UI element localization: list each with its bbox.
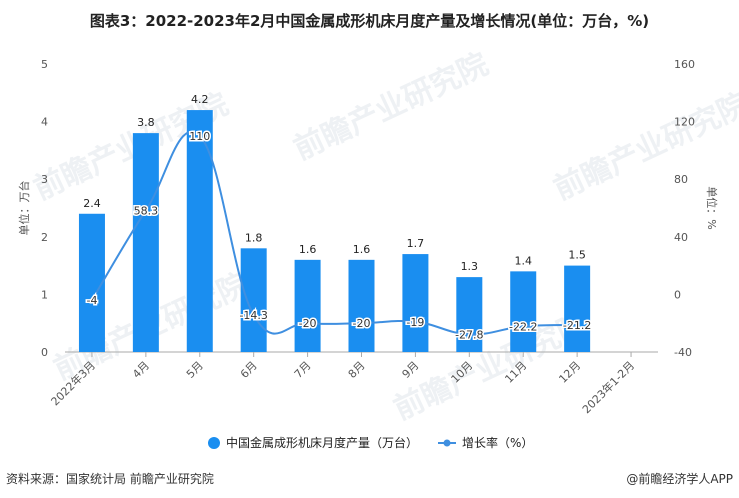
y-left-tick: 0 — [41, 346, 48, 359]
bar-data-label: 3.8 — [137, 116, 155, 129]
legend-line-marker — [443, 439, 451, 447]
y-right-tick: 40 — [674, 231, 688, 244]
growth-rate-point — [466, 331, 472, 337]
growth-rate-point — [412, 319, 418, 325]
bar-data-label: 1.8 — [245, 231, 263, 244]
bar — [186, 110, 213, 352]
line-data-label: 110 — [189, 130, 210, 143]
bar — [240, 248, 267, 352]
growth-rate-line — [91, 130, 578, 336]
line-data-label: -19 — [406, 316, 424, 329]
bar — [294, 259, 321, 352]
growth-rate-point — [143, 207, 149, 213]
x-tick-label: 7月 — [292, 359, 314, 381]
y-right-label: 单位：% — [705, 186, 719, 229]
bar — [402, 254, 429, 352]
line-data-label: -20 — [353, 317, 371, 330]
y-left-tick: 5 — [41, 58, 48, 71]
y-left-tick: 4 — [41, 116, 48, 129]
bar — [510, 271, 537, 352]
x-tick-label: 5月 — [184, 359, 206, 381]
bar-data-label: 1.6 — [353, 243, 371, 256]
legend-bar-label: 中国金属成形机床月度产量（万台） — [226, 435, 418, 450]
x-tick-label: 4月 — [130, 359, 152, 381]
growth-rate-point — [197, 133, 203, 139]
x-tick-label: 6月 — [238, 359, 260, 381]
y-right-tick: 0 — [674, 288, 681, 301]
bar-data-label: 4.2 — [191, 93, 209, 106]
x-tick-label: 12月 — [556, 359, 583, 386]
y-left-tick: 3 — [41, 173, 48, 186]
line-data-label: -4 — [86, 294, 97, 307]
x-tick-label: 8月 — [346, 359, 368, 381]
credit-note: @前瞻经济学人APP — [626, 472, 733, 486]
y-right-tick: 120 — [674, 116, 695, 129]
legend-bar-swatch — [208, 437, 220, 449]
growth-rate-point — [574, 322, 580, 328]
source-note: 资料来源：国家统计局 前瞻产业研究院 — [6, 472, 214, 486]
y-left-tick: 1 — [41, 288, 48, 301]
x-tick-label: 2023年1-2月 — [579, 358, 637, 416]
bar-data-label: 1.4 — [514, 254, 532, 267]
legend-line-label: 增长率（%） — [462, 435, 533, 450]
y-right-tick: -40 — [674, 346, 692, 359]
chart-title: 图表3：2022-2023年2月中国金属成形机床月度产量及增长情况(单位：万台，… — [89, 12, 650, 30]
bar — [348, 259, 375, 352]
growth-rate-point — [359, 320, 364, 326]
line-data-label: -20 — [299, 317, 317, 330]
line-data-label: -21.2 — [563, 319, 591, 332]
bar-data-label: 1.3 — [461, 260, 479, 273]
growth-rate-point — [89, 297, 95, 303]
bar-data-label: 1.5 — [568, 249, 586, 262]
bar — [564, 265, 591, 352]
line-data-label: -14.3 — [239, 309, 267, 322]
bar-data-label: 1.7 — [407, 237, 425, 250]
watermark: 前瞻产业研究院 — [289, 47, 494, 167]
line-data-label: -22.2 — [509, 320, 537, 333]
y-left-label: 单位：万台 — [17, 181, 31, 236]
bar-data-label: 2.4 — [83, 197, 101, 210]
growth-rate-point — [520, 323, 526, 329]
line-data-label: -27.8 — [455, 328, 483, 341]
growth-rate-point — [305, 320, 311, 326]
bar — [456, 277, 483, 352]
y-right-tick: 160 — [674, 58, 695, 71]
y-left-tick: 2 — [41, 231, 48, 244]
line-data-label: 58.3 — [134, 204, 159, 217]
growth-rate-point — [251, 312, 257, 318]
x-tick-label: 9月 — [400, 359, 422, 381]
y-right-tick: 80 — [674, 173, 688, 186]
bar — [132, 133, 159, 352]
bar — [78, 213, 105, 352]
bar-data-label: 1.6 — [299, 243, 317, 256]
